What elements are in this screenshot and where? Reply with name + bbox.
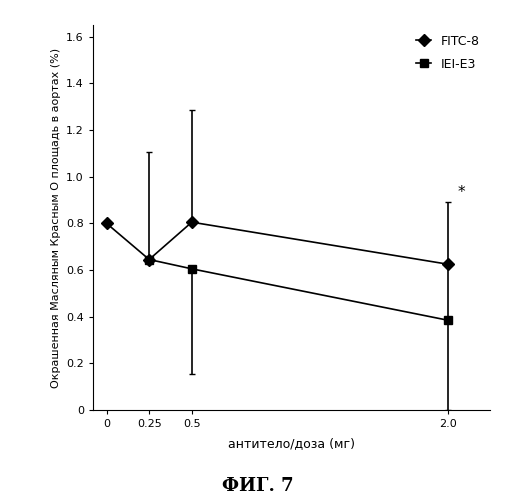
FITC-8 bbox=[103, 220, 109, 226]
X-axis label: антитело/доза (мг): антитело/доза (мг) bbox=[228, 438, 355, 450]
Legend: FITC-8, IEI-E3: FITC-8, IEI-E3 bbox=[412, 31, 484, 74]
Text: ФИГ. 7: ФИГ. 7 bbox=[222, 477, 294, 495]
IEI-E3 bbox=[189, 266, 195, 272]
Line: FITC-8: FITC-8 bbox=[102, 218, 452, 268]
IEI-E3 bbox=[444, 317, 450, 323]
IEI-E3 bbox=[146, 256, 152, 262]
Y-axis label: Окрашенная Масляным Красным О площадь в аортах (%): Окрашенная Масляным Красным О площадь в … bbox=[51, 48, 60, 388]
Text: *: * bbox=[458, 186, 465, 200]
FITC-8 bbox=[146, 256, 152, 262]
Line: IEI-E3: IEI-E3 bbox=[145, 256, 452, 324]
FITC-8 bbox=[444, 261, 450, 267]
FITC-8 bbox=[189, 219, 195, 225]
